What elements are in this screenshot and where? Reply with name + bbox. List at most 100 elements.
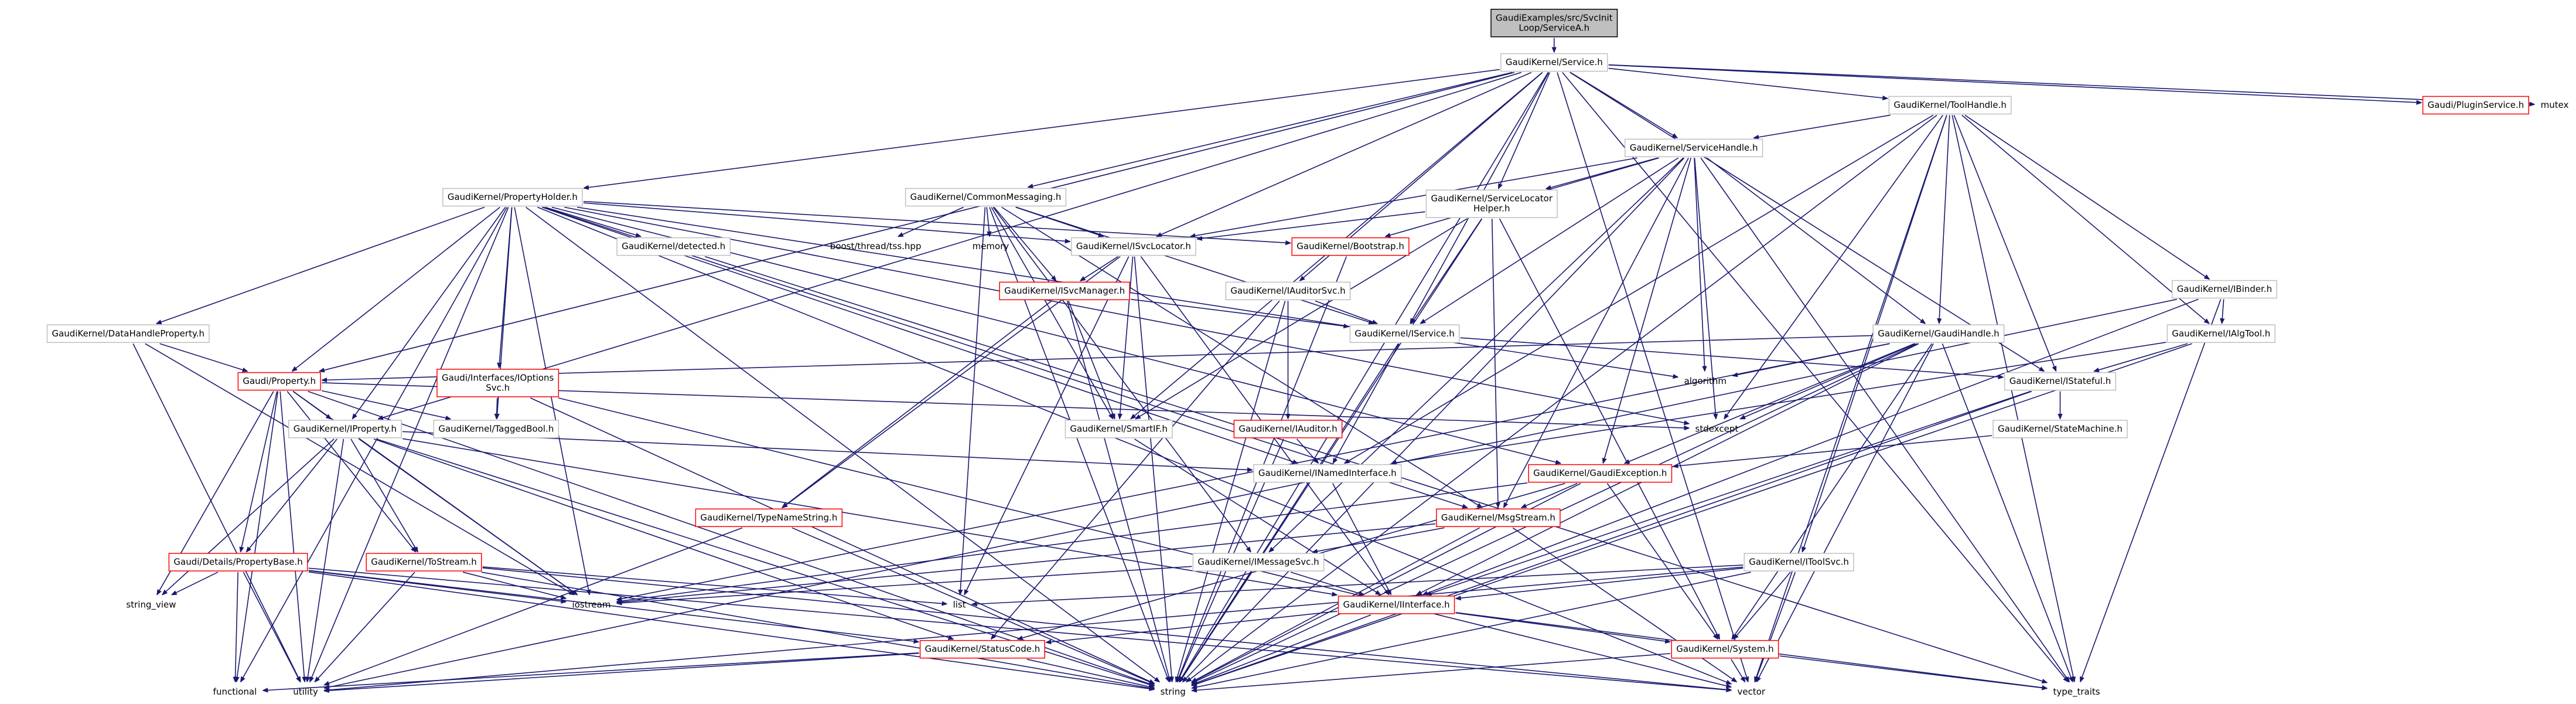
edge bbox=[240, 391, 278, 552]
edge bbox=[1964, 114, 2210, 279]
edge bbox=[782, 300, 1052, 508]
edge bbox=[991, 207, 1114, 419]
node-label: GaudiKernel/IAuditorSvc.h bbox=[1230, 285, 1345, 296]
edge bbox=[1512, 527, 1736, 682]
node: GaudiKernel/Bootstrap.h bbox=[1291, 237, 1410, 256]
node-label: GaudiKernel/ToStream.h bbox=[371, 557, 477, 567]
edge bbox=[162, 438, 335, 595]
node: boost/thread/tss.hpp bbox=[830, 241, 922, 251]
edge bbox=[1608, 64, 2535, 104]
node: list bbox=[953, 599, 966, 610]
node-label: utility bbox=[293, 686, 318, 697]
node-label: GaudiKernel/IBinder.h bbox=[2177, 284, 2272, 294]
edge bbox=[1961, 114, 2209, 324]
node-label: boost/thread/tss.hpp bbox=[830, 241, 922, 251]
node-label: Loop/ServiceA.h bbox=[1519, 22, 1589, 33]
node-label: GaudiKernel/GaudiException.h bbox=[1533, 468, 1667, 478]
edge bbox=[315, 572, 415, 682]
edge bbox=[1068, 301, 1115, 419]
edge bbox=[1046, 610, 1338, 642]
edge bbox=[960, 207, 986, 595]
node-box bbox=[1253, 464, 1402, 483]
node: Gaudi/Details/PropertyBase.h bbox=[168, 553, 308, 572]
edge bbox=[1731, 659, 1746, 682]
edge bbox=[986, 207, 990, 237]
node-box bbox=[1064, 420, 1173, 438]
edge bbox=[616, 566, 1192, 603]
edge bbox=[324, 566, 1744, 691]
edge bbox=[240, 207, 508, 682]
node-box bbox=[288, 420, 402, 438]
edge bbox=[159, 343, 248, 371]
edge bbox=[1315, 300, 1377, 324]
edge bbox=[308, 390, 1155, 686]
edge bbox=[1953, 115, 2057, 371]
node-label: GaudiKernel/System.h bbox=[1676, 644, 1773, 654]
edge bbox=[1192, 390, 2032, 686]
edge bbox=[1192, 572, 1751, 688]
edge bbox=[1026, 658, 1155, 688]
node: GaudiKernel/IAlgTool.h bbox=[2166, 324, 2276, 344]
edge bbox=[1562, 72, 2069, 682]
node: GaudiKernel/TaggedBool.h bbox=[433, 420, 559, 438]
node: GaudiKernel/SmartIF.h bbox=[1064, 420, 1173, 438]
node: GaudiKernel/ToolHandle.h bbox=[1888, 96, 2012, 115]
edge bbox=[1028, 72, 1513, 188]
node-box bbox=[442, 188, 583, 207]
node-label: GaudiKernel/IStateful.h bbox=[2009, 376, 2111, 386]
edge bbox=[1455, 612, 1671, 642]
edge bbox=[1345, 114, 1934, 464]
edge bbox=[1694, 158, 1716, 419]
edge bbox=[584, 69, 1500, 188]
node-label: GaudiKernel/IMessageSvc.h bbox=[1197, 557, 1319, 567]
node: GaudiKernel/IAuditor.h bbox=[1233, 420, 1343, 438]
edge bbox=[1135, 218, 1468, 420]
edge bbox=[236, 391, 279, 682]
edge bbox=[1192, 343, 2192, 686]
edge bbox=[481, 572, 1155, 689]
edge bbox=[1491, 219, 1498, 508]
node-box bbox=[1888, 96, 2012, 115]
edge bbox=[246, 438, 337, 552]
edge bbox=[286, 391, 416, 552]
node-box bbox=[1233, 420, 1343, 438]
node-box bbox=[999, 281, 1130, 301]
edge bbox=[145, 343, 575, 596]
node-label: GaudiKernel/TaggedBool.h bbox=[438, 423, 554, 434]
node-box bbox=[1500, 53, 1608, 72]
node-label: algorithm bbox=[1684, 376, 1727, 386]
node-label: GaudiKernel/PropertyHolder.h bbox=[448, 192, 578, 202]
node-label: GaudiKernel/ToolHandle.h bbox=[1893, 100, 2007, 110]
node-label: GaudiKernel/INamedInterface.h bbox=[1258, 468, 1397, 478]
edge bbox=[564, 206, 1689, 424]
edge bbox=[462, 572, 566, 598]
edge bbox=[172, 572, 219, 596]
node-box bbox=[1349, 324, 1460, 344]
node-box bbox=[1872, 324, 2005, 344]
edge bbox=[1192, 527, 1480, 683]
edge bbox=[1156, 72, 1532, 237]
node: string_view bbox=[126, 599, 176, 610]
node: stdexcept bbox=[1695, 423, 1739, 434]
node-label: GaudiKernel/IInterface.h bbox=[1343, 599, 1450, 610]
edge bbox=[1754, 572, 1796, 682]
edge bbox=[1606, 483, 1718, 640]
node: GaudiKernel/IToolSvc.h bbox=[1744, 553, 1854, 572]
edge bbox=[964, 256, 1130, 595]
node: GaudiKernel/IProperty.h bbox=[288, 420, 402, 438]
edge bbox=[2094, 343, 2188, 371]
node-box bbox=[1992, 420, 2128, 438]
edge bbox=[352, 207, 506, 419]
edge bbox=[1332, 343, 1400, 463]
node: memory bbox=[973, 241, 1009, 251]
node: functional bbox=[213, 686, 257, 697]
node: GaudiKernel/GaudiException.h bbox=[1528, 464, 1673, 483]
node: GaudiKernel/IAuditorSvc.h bbox=[1225, 281, 1351, 301]
node-box bbox=[1225, 281, 1351, 301]
node-label: string bbox=[1161, 686, 1186, 697]
node: GaudiKernel/IMessageSvc.h bbox=[1192, 553, 1325, 572]
node-box bbox=[1338, 596, 1455, 614]
node: algorithm bbox=[1684, 376, 1727, 386]
edge bbox=[324, 527, 743, 686]
